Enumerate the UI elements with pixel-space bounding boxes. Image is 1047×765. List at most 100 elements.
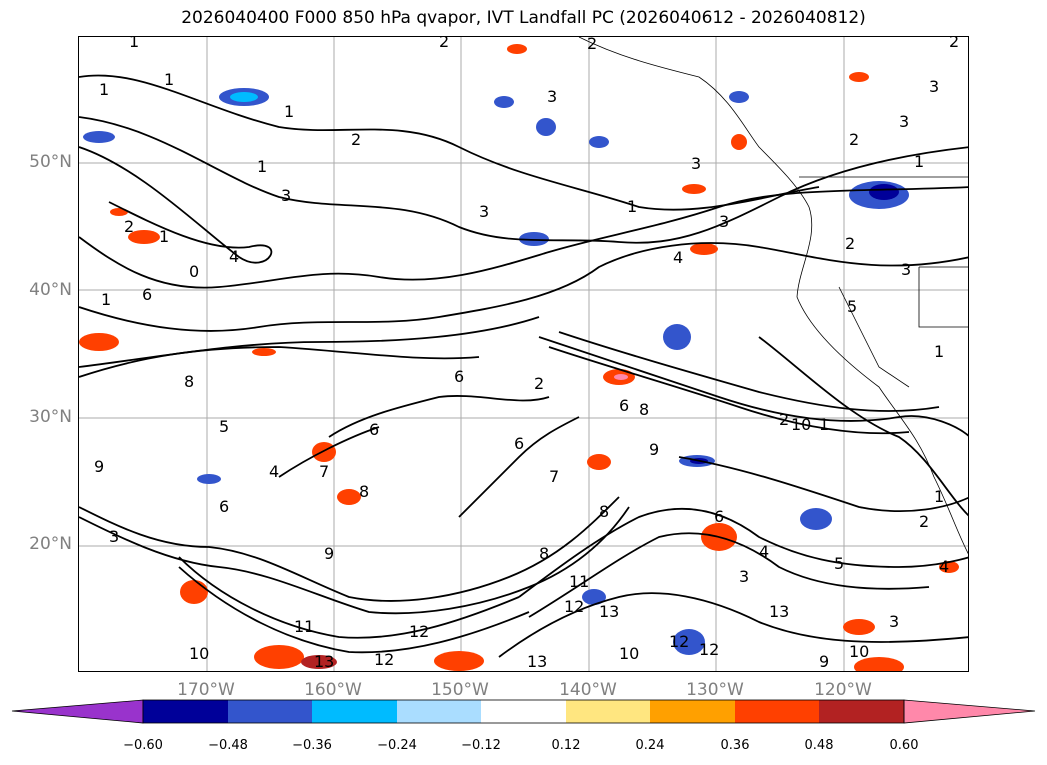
contour-label: 6 (142, 285, 152, 304)
colorbar-tick: −0.36 (292, 738, 332, 753)
contour-label: 3 (719, 212, 729, 231)
colorbar-tick: 0.36 (720, 738, 750, 753)
colorbar (11, 699, 1036, 724)
contour-label: 10 (619, 644, 639, 663)
contour-label: 8 (639, 400, 649, 419)
contour-label: 9 (649, 440, 659, 459)
contour-label: 7 (319, 462, 329, 481)
shading-patches (79, 44, 959, 671)
lat-label-20: 20°N (29, 534, 72, 554)
contour-label: 4 (759, 542, 769, 561)
colorbar-tick: 0.24 (635, 738, 665, 753)
colorbar-tick: −0.48 (208, 738, 248, 753)
colorbar-bin (735, 700, 819, 723)
contour-label: 2 (124, 217, 134, 236)
contour-label: 0 (189, 262, 199, 281)
contour-label: 2 (351, 130, 361, 149)
contour-label: 13 (314, 652, 334, 671)
contour-lines (79, 74, 968, 658)
contour-label: 5 (834, 554, 844, 573)
contour-label: 9 (324, 544, 334, 563)
contour-label: 7 (549, 467, 559, 486)
colorbar-tick: −0.12 (461, 738, 501, 753)
colorbar-tick: 0.12 (551, 738, 581, 753)
colorbar-bin (650, 700, 735, 723)
contour-label: 1 (914, 152, 924, 171)
contour-label: 12 (564, 597, 584, 616)
contour-label: 3 (901, 260, 911, 279)
contour-label: 1 (159, 227, 169, 246)
contour-label-layer: 1 1 1 1 2 1 3 2 2 3 3 3 1 3 3 2 1 4 3 5 … (94, 37, 959, 671)
colorbar-bin (312, 700, 397, 723)
colorbar-bin (481, 700, 566, 723)
colorbar-tick: 0.60 (889, 738, 919, 753)
contour-label: 4 (673, 248, 683, 267)
contour-label: 1 (284, 102, 294, 121)
map-canvas: 1 1 1 1 2 1 3 2 2 3 3 3 1 3 3 2 1 4 3 5 … (79, 37, 968, 671)
contour-label: 11 (294, 617, 314, 636)
contour-label: 3 (109, 527, 119, 546)
contour-label: 1 (819, 415, 829, 434)
colorbar-tick: 0.48 (804, 738, 834, 753)
contour-label: 4 (939, 557, 949, 576)
lon-label-120w: 120°W (814, 680, 872, 700)
lon-label-130w: 130°W (686, 680, 744, 700)
contour-label: 6 (454, 367, 464, 386)
contour-label: 3 (889, 612, 899, 631)
map-title: 2026040400 F000 850 hPa qvapor, IVT Land… (181, 8, 866, 28)
contour-label: 4 (269, 462, 279, 481)
contour-label: 13 (769, 602, 789, 621)
contour-label: 2 (849, 130, 859, 149)
contour-label: 2 (949, 37, 959, 51)
contour-label: 2 (534, 374, 544, 393)
graticule (79, 37, 968, 671)
contour-label: 1 (934, 487, 944, 506)
colorbar-bin (228, 700, 312, 723)
lon-label-150w: 150°W (431, 680, 489, 700)
lon-label-140w: 140°W (559, 680, 617, 700)
contour-label: 3 (281, 186, 291, 205)
contour-label: 3 (929, 77, 939, 96)
contour-label: 8 (539, 544, 549, 563)
contour-label: 6 (514, 434, 524, 453)
lon-label-160w: 160°W (304, 680, 362, 700)
colorbar-bin (143, 700, 228, 723)
contour-label: 8 (184, 372, 194, 391)
contour-label: 3 (547, 87, 557, 106)
contour-label: 1 (934, 342, 944, 361)
contour-label: 12 (669, 632, 689, 651)
contour-label: 10 (189, 644, 209, 663)
contour-label: 8 (599, 502, 609, 521)
colorbar-bin (397, 700, 481, 723)
contour-label: 3 (691, 154, 701, 173)
colorbar-bin (819, 700, 904, 723)
contour-label: 2 (587, 37, 597, 53)
contour-label: 3 (739, 567, 749, 586)
contour-label: 2 (845, 234, 855, 253)
contour-label: 13 (599, 602, 619, 621)
contour-label: 6 (369, 420, 379, 439)
contour-label: 5 (219, 417, 229, 436)
colorbar-extend-high (903, 699, 1036, 724)
contour-label: 1 (164, 70, 174, 89)
contour-label: 12 (374, 650, 394, 669)
contour-label: 6 (714, 507, 724, 526)
lat-label-30: 30°N (29, 407, 72, 427)
contour-label: 8 (359, 482, 369, 501)
contour-label: 2 (779, 410, 789, 429)
contour-label: 9 (819, 652, 829, 671)
contour-label: 6 (619, 396, 629, 415)
contour-label: 1 (129, 37, 139, 51)
contour-label: 11 (569, 572, 589, 591)
contour-label: 2 (439, 37, 449, 51)
contour-label: 10 (791, 415, 811, 434)
contour-label: 10 (849, 642, 869, 661)
map-panel: 1 1 1 1 2 1 3 2 2 3 3 3 1 3 3 2 1 4 3 5 … (78, 36, 969, 672)
contour-label: 2 (919, 512, 929, 531)
lat-label-50: 50°N (29, 152, 72, 172)
contour-label: 3 (899, 112, 909, 131)
colorbar-bin (566, 700, 650, 723)
contour-label: 3 (479, 202, 489, 221)
colorbar-frame (142, 699, 905, 724)
contour-label: 12 (699, 640, 719, 659)
